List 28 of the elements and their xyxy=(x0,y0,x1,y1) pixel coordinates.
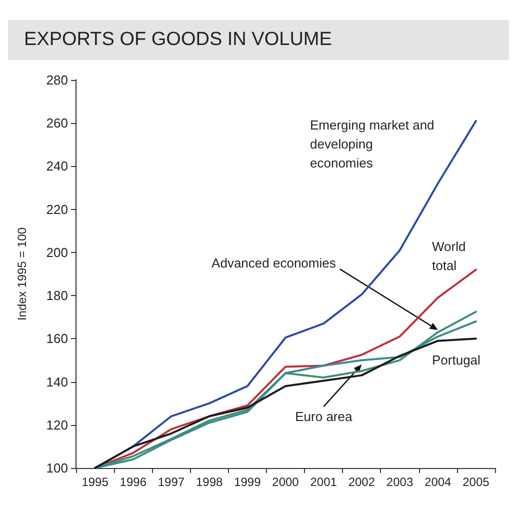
y-tick-label: 180 xyxy=(46,288,68,304)
annotation: Advanced economies xyxy=(212,256,336,271)
x-tick-label: 1997 xyxy=(158,475,185,489)
x-tick-label: 1998 xyxy=(196,475,223,489)
annotation: Euro area xyxy=(295,409,353,424)
annotation: World total xyxy=(432,239,466,273)
y-tick-label: 260 xyxy=(46,116,68,131)
annotation: Portugal xyxy=(432,352,481,368)
y-tick-label: 100 xyxy=(46,460,68,476)
chart-title: EXPORTS OF GOODS IN VOLUME xyxy=(8,20,509,60)
y-tick-label: 200 xyxy=(46,244,68,260)
x-tick-label: 2004 xyxy=(424,475,452,489)
annotation: Emerging market and developing economies xyxy=(310,118,434,170)
y-tick-label: 160 xyxy=(46,331,68,346)
y-tick-label: 120 xyxy=(46,417,68,432)
x-tick-label: 1995 xyxy=(82,475,109,489)
y-tick-label: 140 xyxy=(46,374,68,390)
y-axis-title: Index 1995 = 100 xyxy=(15,227,29,321)
x-tick-label: 2005 xyxy=(462,475,490,489)
x-tick-label: 2002 xyxy=(348,475,376,489)
x-tick-label: 2001 xyxy=(310,475,338,489)
x-tick-label: 2000 xyxy=(272,475,300,489)
y-tick-label: 240 xyxy=(46,158,68,174)
x-tick-label: 1999 xyxy=(234,475,262,489)
x-tick-label: 2003 xyxy=(386,475,414,489)
x-tick-label: 1996 xyxy=(120,475,147,489)
y-tick-label: 220 xyxy=(46,202,68,217)
y-tick-label: 280 xyxy=(46,72,68,88)
